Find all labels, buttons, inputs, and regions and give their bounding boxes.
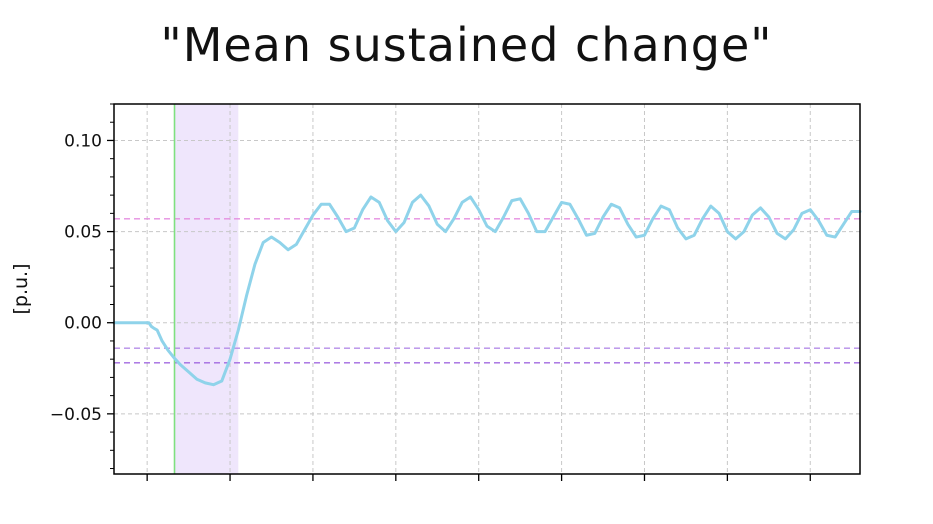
shaded-region xyxy=(174,104,239,474)
series-line xyxy=(112,193,862,387)
y-tick-label: −0.05 xyxy=(50,405,102,425)
chart-title: "Mean sustained change" xyxy=(160,18,773,72)
y-tick-label: 0.10 xyxy=(64,131,102,151)
y-axis-label: [p.u.] xyxy=(10,263,32,314)
plot-frame xyxy=(113,103,861,475)
y-tick-label: 0.05 xyxy=(64,223,102,243)
y-tick-label: 0.00 xyxy=(64,314,102,334)
